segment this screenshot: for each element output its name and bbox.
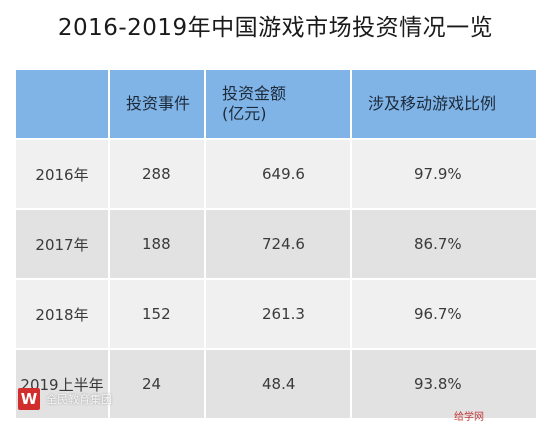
amount-cell: 649.6 bbox=[206, 138, 352, 208]
header-mobile-ratio: 涉及移动游戏比例 bbox=[352, 70, 536, 138]
watermark: W 全民教育集团 bbox=[18, 388, 112, 410]
header-investment-events: 投资事件 bbox=[110, 70, 206, 138]
row-year-cell: 2016年 bbox=[16, 138, 110, 208]
watermark-right-text: 给学网 bbox=[454, 412, 484, 423]
table-row: 2018年 152 261.3 96.7% bbox=[16, 278, 536, 348]
events-cell: 188 bbox=[110, 208, 206, 278]
row-year-cell: 2017年 bbox=[16, 208, 110, 278]
events-cell: 288 bbox=[110, 138, 206, 208]
ratio-cell: 93.8% bbox=[352, 348, 536, 418]
events-cell: 24 bbox=[110, 348, 206, 418]
ratio-cell: 97.9% bbox=[352, 138, 536, 208]
table-row: 2017年 188 724.6 86.7% bbox=[16, 208, 536, 278]
amount-cell: 724.6 bbox=[206, 208, 352, 278]
investment-table: 投资事件 投资金额 (亿元) 涉及移动游戏比例 2016年 288 649.6 9… bbox=[16, 70, 536, 418]
amount-cell: 48.4 bbox=[206, 348, 352, 418]
chart-title: 2016-2019年中国游戏市场投资情况一览 bbox=[57, 15, 494, 41]
table-header-row: 投资事件 投资金额 (亿元) 涉及移动游戏比例 bbox=[16, 70, 536, 138]
amount-cell: 261.3 bbox=[206, 278, 352, 348]
ratio-cell: 96.7% bbox=[352, 278, 536, 348]
watermark-text: 全民教育集团 bbox=[46, 393, 112, 406]
table-row: 2016年 288 649.6 97.9% bbox=[16, 138, 536, 208]
row-year-cell: 2018年 bbox=[16, 278, 110, 348]
events-cell: 152 bbox=[110, 278, 206, 348]
header-corner-cell bbox=[16, 70, 110, 138]
header-amount-line2: (亿元) bbox=[222, 104, 267, 123]
header-amount-line1: 投资金额 bbox=[222, 84, 287, 103]
brand-logo-icon: W bbox=[18, 388, 40, 410]
ratio-cell: 86.7% bbox=[352, 208, 536, 278]
header-investment-amount: 投资金额 (亿元) bbox=[206, 70, 352, 138]
table-row: 2019上半年 24 48.4 93.8% bbox=[16, 348, 536, 418]
